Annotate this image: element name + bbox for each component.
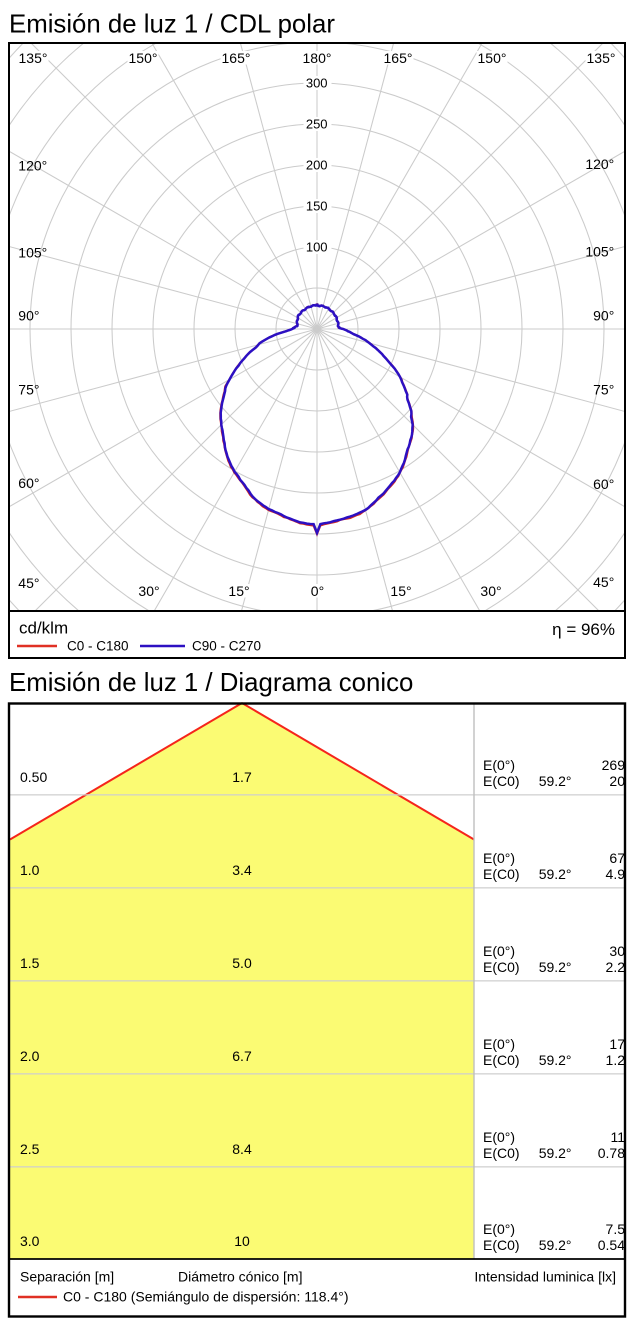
svg-text:1.0: 1.0 (20, 862, 40, 878)
svg-text:E(C0): E(C0) (483, 959, 520, 975)
svg-text:45°: 45° (593, 574, 614, 590)
svg-text:8.4: 8.4 (232, 1141, 252, 1157)
svg-text:E(0°): E(0°) (483, 1221, 515, 1237)
svg-text:6.7: 6.7 (232, 1048, 252, 1064)
svg-text:105°: 105° (18, 244, 47, 260)
svg-text:4.9: 4.9 (606, 866, 626, 882)
svg-text:75°: 75° (593, 381, 614, 397)
svg-text:0.50: 0.50 (20, 769, 47, 785)
svg-text:E(0°): E(0°) (483, 1129, 515, 1145)
svg-text:59.2°: 59.2° (539, 866, 572, 882)
svg-text:E(C0): E(C0) (483, 1052, 520, 1068)
svg-text:135°: 135° (587, 50, 616, 66)
svg-text:1.2: 1.2 (606, 1052, 626, 1068)
svg-text:75°: 75° (18, 381, 39, 397)
svg-text:300: 300 (306, 76, 328, 91)
svg-text:90°: 90° (593, 307, 614, 323)
svg-text:E(C0): E(C0) (483, 1237, 520, 1253)
svg-text:C90 - C270: C90 - C270 (192, 639, 261, 654)
svg-text:59.2°: 59.2° (539, 1145, 572, 1161)
svg-text:15°: 15° (228, 583, 249, 599)
svg-text:250: 250 (306, 117, 328, 132)
svg-text:15°: 15° (390, 583, 411, 599)
svg-text:E(0°): E(0°) (483, 943, 515, 959)
svg-text:59.2°: 59.2° (539, 773, 572, 789)
svg-text:100: 100 (306, 240, 328, 255)
svg-text:59.2°: 59.2° (539, 1237, 572, 1253)
svg-text:30: 30 (609, 943, 625, 959)
svg-text:C0 - C180: C0 - C180 (67, 639, 129, 654)
svg-text:E(0°): E(0°) (483, 757, 515, 773)
svg-text:2.2: 2.2 (606, 959, 626, 975)
svg-text:0.54: 0.54 (598, 1237, 625, 1253)
svg-text:60°: 60° (18, 475, 39, 491)
svg-text:7.5: 7.5 (606, 1221, 626, 1237)
svg-text:165°: 165° (384, 50, 413, 66)
svg-text:0°: 0° (311, 583, 324, 599)
svg-text:Diámetro cónico [m]: Diámetro cónico [m] (178, 1269, 302, 1285)
svg-text:Intensidad luminica [lx]: Intensidad luminica [lx] (474, 1269, 616, 1285)
svg-text:11: 11 (610, 1129, 625, 1145)
svg-text:90°: 90° (18, 307, 39, 323)
svg-text:150°: 150° (129, 50, 158, 66)
svg-text:Emisión de luz 1 / Diagrama co: Emisión de luz 1 / Diagrama conico (9, 669, 413, 697)
svg-text:60°: 60° (593, 476, 614, 492)
svg-text:3.0: 3.0 (20, 1233, 40, 1249)
svg-text:59.2°: 59.2° (539, 959, 572, 975)
svg-text:η = 96%: η = 96% (552, 620, 615, 639)
svg-text:135°: 135° (19, 50, 48, 66)
svg-text:165°: 165° (222, 50, 251, 66)
svg-text:E(C0): E(C0) (483, 1145, 520, 1161)
svg-text:1.5: 1.5 (20, 955, 40, 971)
svg-text:E(0°): E(0°) (483, 850, 515, 866)
svg-text:120°: 120° (585, 156, 614, 172)
svg-text:2.0: 2.0 (20, 1048, 40, 1064)
svg-text:10: 10 (234, 1233, 250, 1249)
svg-text:180°: 180° (303, 50, 332, 66)
svg-text:5.0: 5.0 (232, 955, 252, 971)
svg-text:2.5: 2.5 (20, 1141, 40, 1157)
svg-text:30°: 30° (480, 583, 501, 599)
svg-text:E(0°): E(0°) (483, 1036, 515, 1052)
svg-text:150°: 150° (478, 50, 507, 66)
svg-text:59.2°: 59.2° (539, 1052, 572, 1068)
svg-text:200: 200 (306, 158, 328, 173)
svg-text:Separación [m]: Separación [m] (20, 1269, 114, 1285)
svg-text:C0 - C180 (Semiángulo de dispe: C0 - C180 (Semiángulo de dispersión: 118… (63, 1289, 349, 1305)
svg-text:67: 67 (609, 850, 625, 866)
svg-text:20: 20 (609, 773, 625, 789)
svg-text:269: 269 (602, 757, 626, 773)
svg-text:3.4: 3.4 (232, 862, 252, 878)
svg-text:E(C0): E(C0) (483, 773, 520, 789)
svg-text:cd/klm: cd/klm (19, 619, 68, 638)
svg-text:0.78: 0.78 (598, 1145, 625, 1161)
svg-text:45°: 45° (18, 575, 39, 591)
svg-text:105°: 105° (585, 244, 614, 260)
svg-text:150: 150 (306, 199, 328, 214)
svg-text:E(C0): E(C0) (483, 866, 520, 882)
svg-text:1.7: 1.7 (232, 769, 252, 785)
svg-text:Emisión de luz 1 / CDL polar: Emisión de luz 1 / CDL polar (9, 11, 335, 39)
svg-text:17: 17 (609, 1036, 625, 1052)
svg-text:120°: 120° (18, 157, 47, 173)
svg-text:30°: 30° (138, 583, 159, 599)
